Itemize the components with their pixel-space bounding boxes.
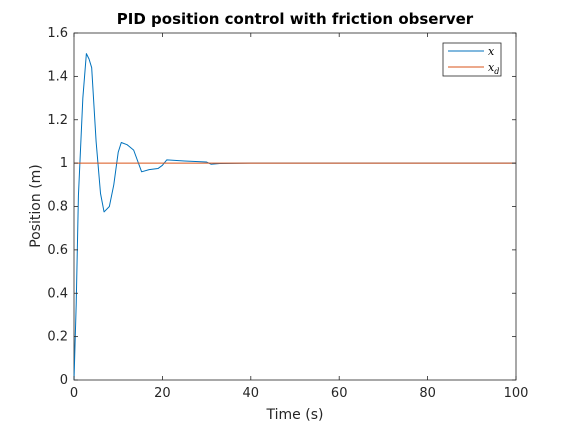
y-tick-label: 1.6 bbox=[47, 26, 68, 41]
legend-entry-x-d: xd bbox=[488, 61, 499, 76]
legend-entry-x-d-base: x bbox=[488, 61, 495, 74]
x-tick-label: 40 bbox=[243, 386, 260, 401]
y-tick-label: 0.8 bbox=[47, 200, 68, 215]
y-axis-label: Position (m) bbox=[28, 164, 44, 248]
y-tick-label: 1.4 bbox=[47, 69, 68, 84]
legend-entry-x: x bbox=[488, 45, 495, 58]
legend-entry-x-d-subscript: d bbox=[494, 67, 499, 76]
plot-area bbox=[73, 32, 517, 381]
y-tick-label: 1.2 bbox=[47, 113, 68, 128]
y-tick-label: 0.2 bbox=[47, 330, 68, 345]
x-tick-label: 20 bbox=[154, 386, 171, 401]
chart-title: PID position control with friction obser… bbox=[117, 10, 474, 28]
legend-box bbox=[442, 42, 502, 77]
y-tick-label: 0.4 bbox=[47, 286, 68, 301]
y-tick-label: 0.6 bbox=[47, 243, 68, 258]
legend: x xd bbox=[442, 42, 502, 77]
x-tick-label: 60 bbox=[331, 386, 348, 401]
y-tick-label: 1 bbox=[60, 156, 68, 171]
y-tick-label: 0 bbox=[60, 373, 68, 388]
axes-box bbox=[73, 32, 517, 381]
y-axis: 0 0.2 0.4 0.6 0.8 1 1.2 1.4 1.6 bbox=[47, 26, 516, 388]
x-tick-label: 80 bbox=[419, 386, 436, 401]
x-tick-label: 0 bbox=[70, 386, 78, 401]
x-tick-label: 100 bbox=[504, 386, 529, 401]
x-axis-label: Time (s) bbox=[266, 407, 324, 423]
series-layer bbox=[73, 53, 516, 381]
x-axis: 0 20 40 60 80 100 bbox=[70, 33, 529, 401]
